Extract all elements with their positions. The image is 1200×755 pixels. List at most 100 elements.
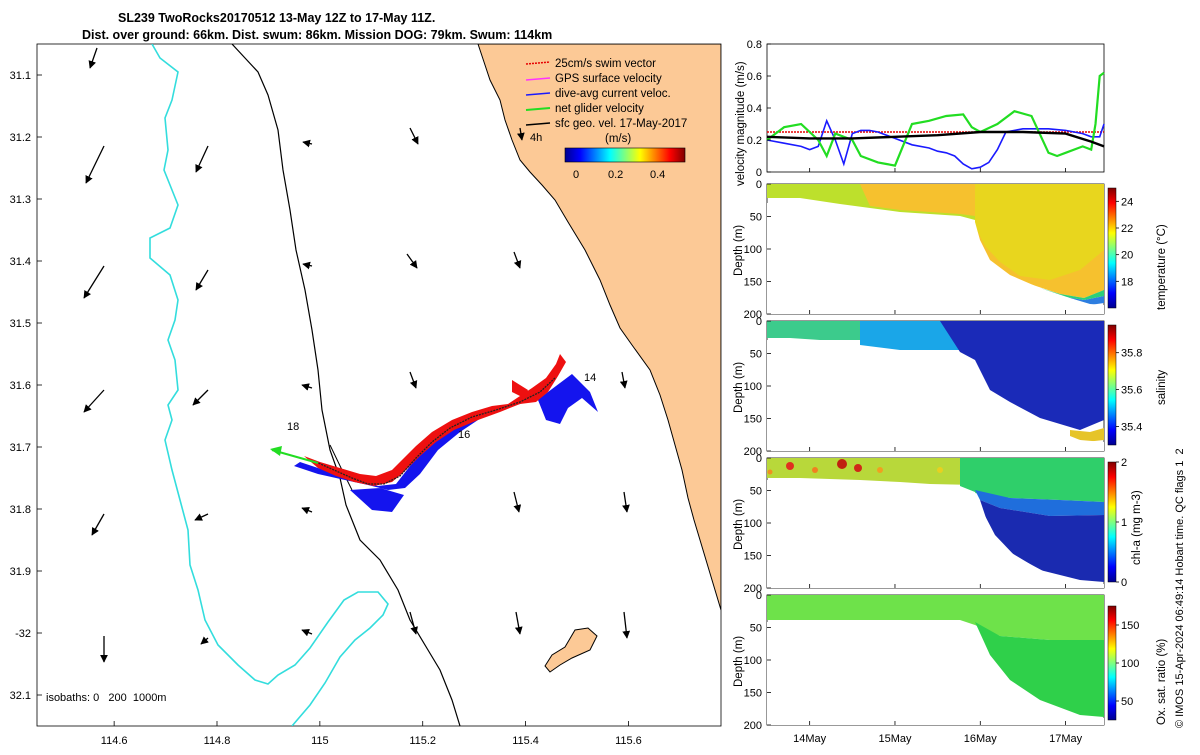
- chl-hotspot: [837, 459, 847, 469]
- chl-field-deep: [980, 500, 1104, 582]
- velocity-panel: 0 0.2 0.4 0.6 0.8 velocity magnitude (m/s): [735, 39, 1105, 186]
- depth-tick-label: 200: [744, 583, 762, 595]
- velocity-y-tick-label: 0.8: [747, 39, 762, 51]
- oxygen-colorbar: [1107, 605, 1117, 721]
- colorbar-tick-label: 0: [1121, 577, 1127, 589]
- velocity-y-tick-label: 0: [756, 167, 762, 179]
- title-line-2: Dist. over ground: 66km. Dist. swum: 86k…: [82, 28, 552, 42]
- velocity-series-dive-avg-current: [766, 118, 1105, 170]
- map-colorbar-tick-0: 0: [573, 169, 579, 181]
- time-tick-label: 15May: [878, 733, 912, 745]
- velocity-y-tick-label: 0.4: [747, 103, 762, 115]
- time-tick-label: 17May: [1049, 733, 1083, 745]
- colorbar-tick-label: 100: [1121, 658, 1139, 670]
- map-y-tick-label: 31.6: [10, 380, 31, 392]
- depth-tick-label: 0: [756, 316, 762, 328]
- chl-hotspot: [767, 469, 773, 475]
- chlorophyll-y-ticks: 0 50 100 150 200: [744, 453, 771, 595]
- temperature-panel: 0 50 100 150 200 Depth (m) 24 22 20 18 temperat…: [733, 179, 1168, 321]
- time-tick-label: 16May: [964, 733, 998, 745]
- map-colorbar-label: (m/s): [605, 133, 631, 145]
- time-tick-label: 14May: [793, 733, 827, 745]
- map-x-ticks: 114.6 114.8 115 115.2 115.4 115.6: [101, 721, 642, 747]
- chlorophyll-ylabel: Depth (m): [733, 499, 745, 550]
- legend-label-gps: GPS surface velocity: [555, 73, 662, 85]
- salinity-field-deep: [940, 321, 1104, 430]
- map-y-tick-label: 31.3: [10, 194, 31, 206]
- depth-tick-label: 50: [750, 212, 762, 224]
- salinity-panel: 0 50 100 150 200 Depth (m) 35.8 35.6 35.4 sali…: [733, 316, 1168, 458]
- temperature-ylabel: Depth (m): [733, 225, 745, 276]
- temperature-nodata: [767, 203, 1104, 314]
- legend-label-swim: 25cm/s swim vector: [555, 58, 656, 70]
- depth-tick-label: 200: [744, 720, 762, 732]
- footer-credit: © IMOS 15-Apr-2024 06:49:14 Hobart time.…: [1174, 448, 1186, 728]
- chl-hotspot: [854, 464, 862, 472]
- isobath-1000m: [149, 44, 389, 726]
- map-y-tick-label: -32: [15, 628, 31, 640]
- isobath-note: isobaths: 0 200 1000m: [46, 692, 166, 704]
- salinity-nodata: [767, 340, 1104, 451]
- map-y-tick-label: 31.2: [10, 132, 31, 144]
- depth-tick-label: 0: [756, 590, 762, 602]
- map-y-tick-label: 31.9: [10, 566, 31, 578]
- velocity-series: [766, 71, 1105, 170]
- temperature-field-mid: [975, 184, 1104, 280]
- chl-hotspot: [877, 467, 883, 473]
- depth-tick-label: 0: [756, 179, 762, 191]
- temperature-clabel: temperature (°C): [1156, 224, 1168, 310]
- oxygen-nodata: [767, 622, 1104, 725]
- map-y-tick-label: 31.4: [10, 256, 31, 268]
- annotation-16: 16: [458, 429, 470, 441]
- chl-nodata: [767, 480, 1104, 588]
- depth-tick-label: 0: [756, 453, 762, 465]
- chlorophyll-clabel: chl-a (mg m-3): [1131, 490, 1143, 565]
- salinity-field-cyan: [860, 321, 960, 350]
- oxygen-field-lower: [975, 622, 1104, 717]
- sfc-velocity-arrows: [83, 47, 631, 663]
- annotation-14: 14: [584, 372, 596, 384]
- oxygen-field-upper: [767, 595, 1104, 640]
- colorbar-tick-label: 35.6: [1121, 385, 1142, 397]
- temperature-y-ticks: 0 50 100 150 200: [744, 179, 771, 321]
- depth-tick-label: 50: [750, 349, 762, 361]
- temperature-field-green: [1040, 288, 1104, 300]
- colorbar-tick-label: 35.4: [1121, 422, 1142, 434]
- temperature-colorbar: [1107, 187, 1117, 309]
- annotation-18: 18: [287, 421, 299, 433]
- oxygen-panel: 0 50 100 150 200 Depth (m) 150 100 50 Ox. sat.…: [733, 590, 1168, 732]
- colorbar-tick-label: 18: [1121, 276, 1133, 288]
- map-x-tick-label: 115.2: [409, 735, 436, 747]
- colorbar-tick-label: 35.8: [1121, 348, 1142, 360]
- oxygen-colorbar-ticks: 150 100 50: [1116, 620, 1139, 708]
- chl-field-blue: [975, 490, 1104, 516]
- map-y-tick-label: 31.1: [10, 70, 31, 82]
- depth-tick-label: 100: [744, 381, 762, 393]
- annotation-4h: 4h: [530, 132, 542, 144]
- map-panel: 4h 14 16 18 isobaths: 0 200 1000m 25cm/s…: [10, 43, 722, 747]
- depth-tick-label: 150: [744, 277, 762, 289]
- chl-field-top: [767, 458, 975, 485]
- temperature-colorbar-ticks: 24 22 20 18: [1116, 196, 1133, 288]
- chl-hotspot: [786, 462, 794, 470]
- land-mass: [477, 44, 721, 611]
- legend-label-dive: dive-avg current veloc.: [555, 88, 671, 100]
- colorbar-tick-label: 1: [1121, 517, 1127, 529]
- map-y-ticks: 31.1 31.2 31.3 31.4 31.5 31.6 31.7 31.8 31.9 -32 3…: [10, 70, 42, 702]
- map-colorbar: [564, 147, 686, 163]
- map-colorbar-tick-1: 0.2: [608, 169, 623, 181]
- depth-tick-label: 100: [744, 655, 762, 667]
- time-axis: 14May 15May 16May 17May: [793, 168, 1083, 745]
- map-y-tick-label: 31.8: [10, 504, 31, 516]
- temperature-field-deep: [1060, 296, 1104, 305]
- velocity-y-tick-label: 0.2: [747, 135, 762, 147]
- colorbar-tick-label: 50: [1121, 696, 1133, 708]
- oxygen-ylabel: Depth (m): [733, 636, 745, 687]
- depth-tick-label: 50: [750, 486, 762, 498]
- glider-track-line: [315, 377, 556, 485]
- map-y-tick-label: 31.5: [10, 318, 31, 330]
- map-y-tick-label: 31.7: [10, 442, 31, 454]
- depth-tick-label: 100: [744, 244, 762, 256]
- salinity-colorbar-ticks: 35.8 35.6 35.4: [1116, 348, 1142, 434]
